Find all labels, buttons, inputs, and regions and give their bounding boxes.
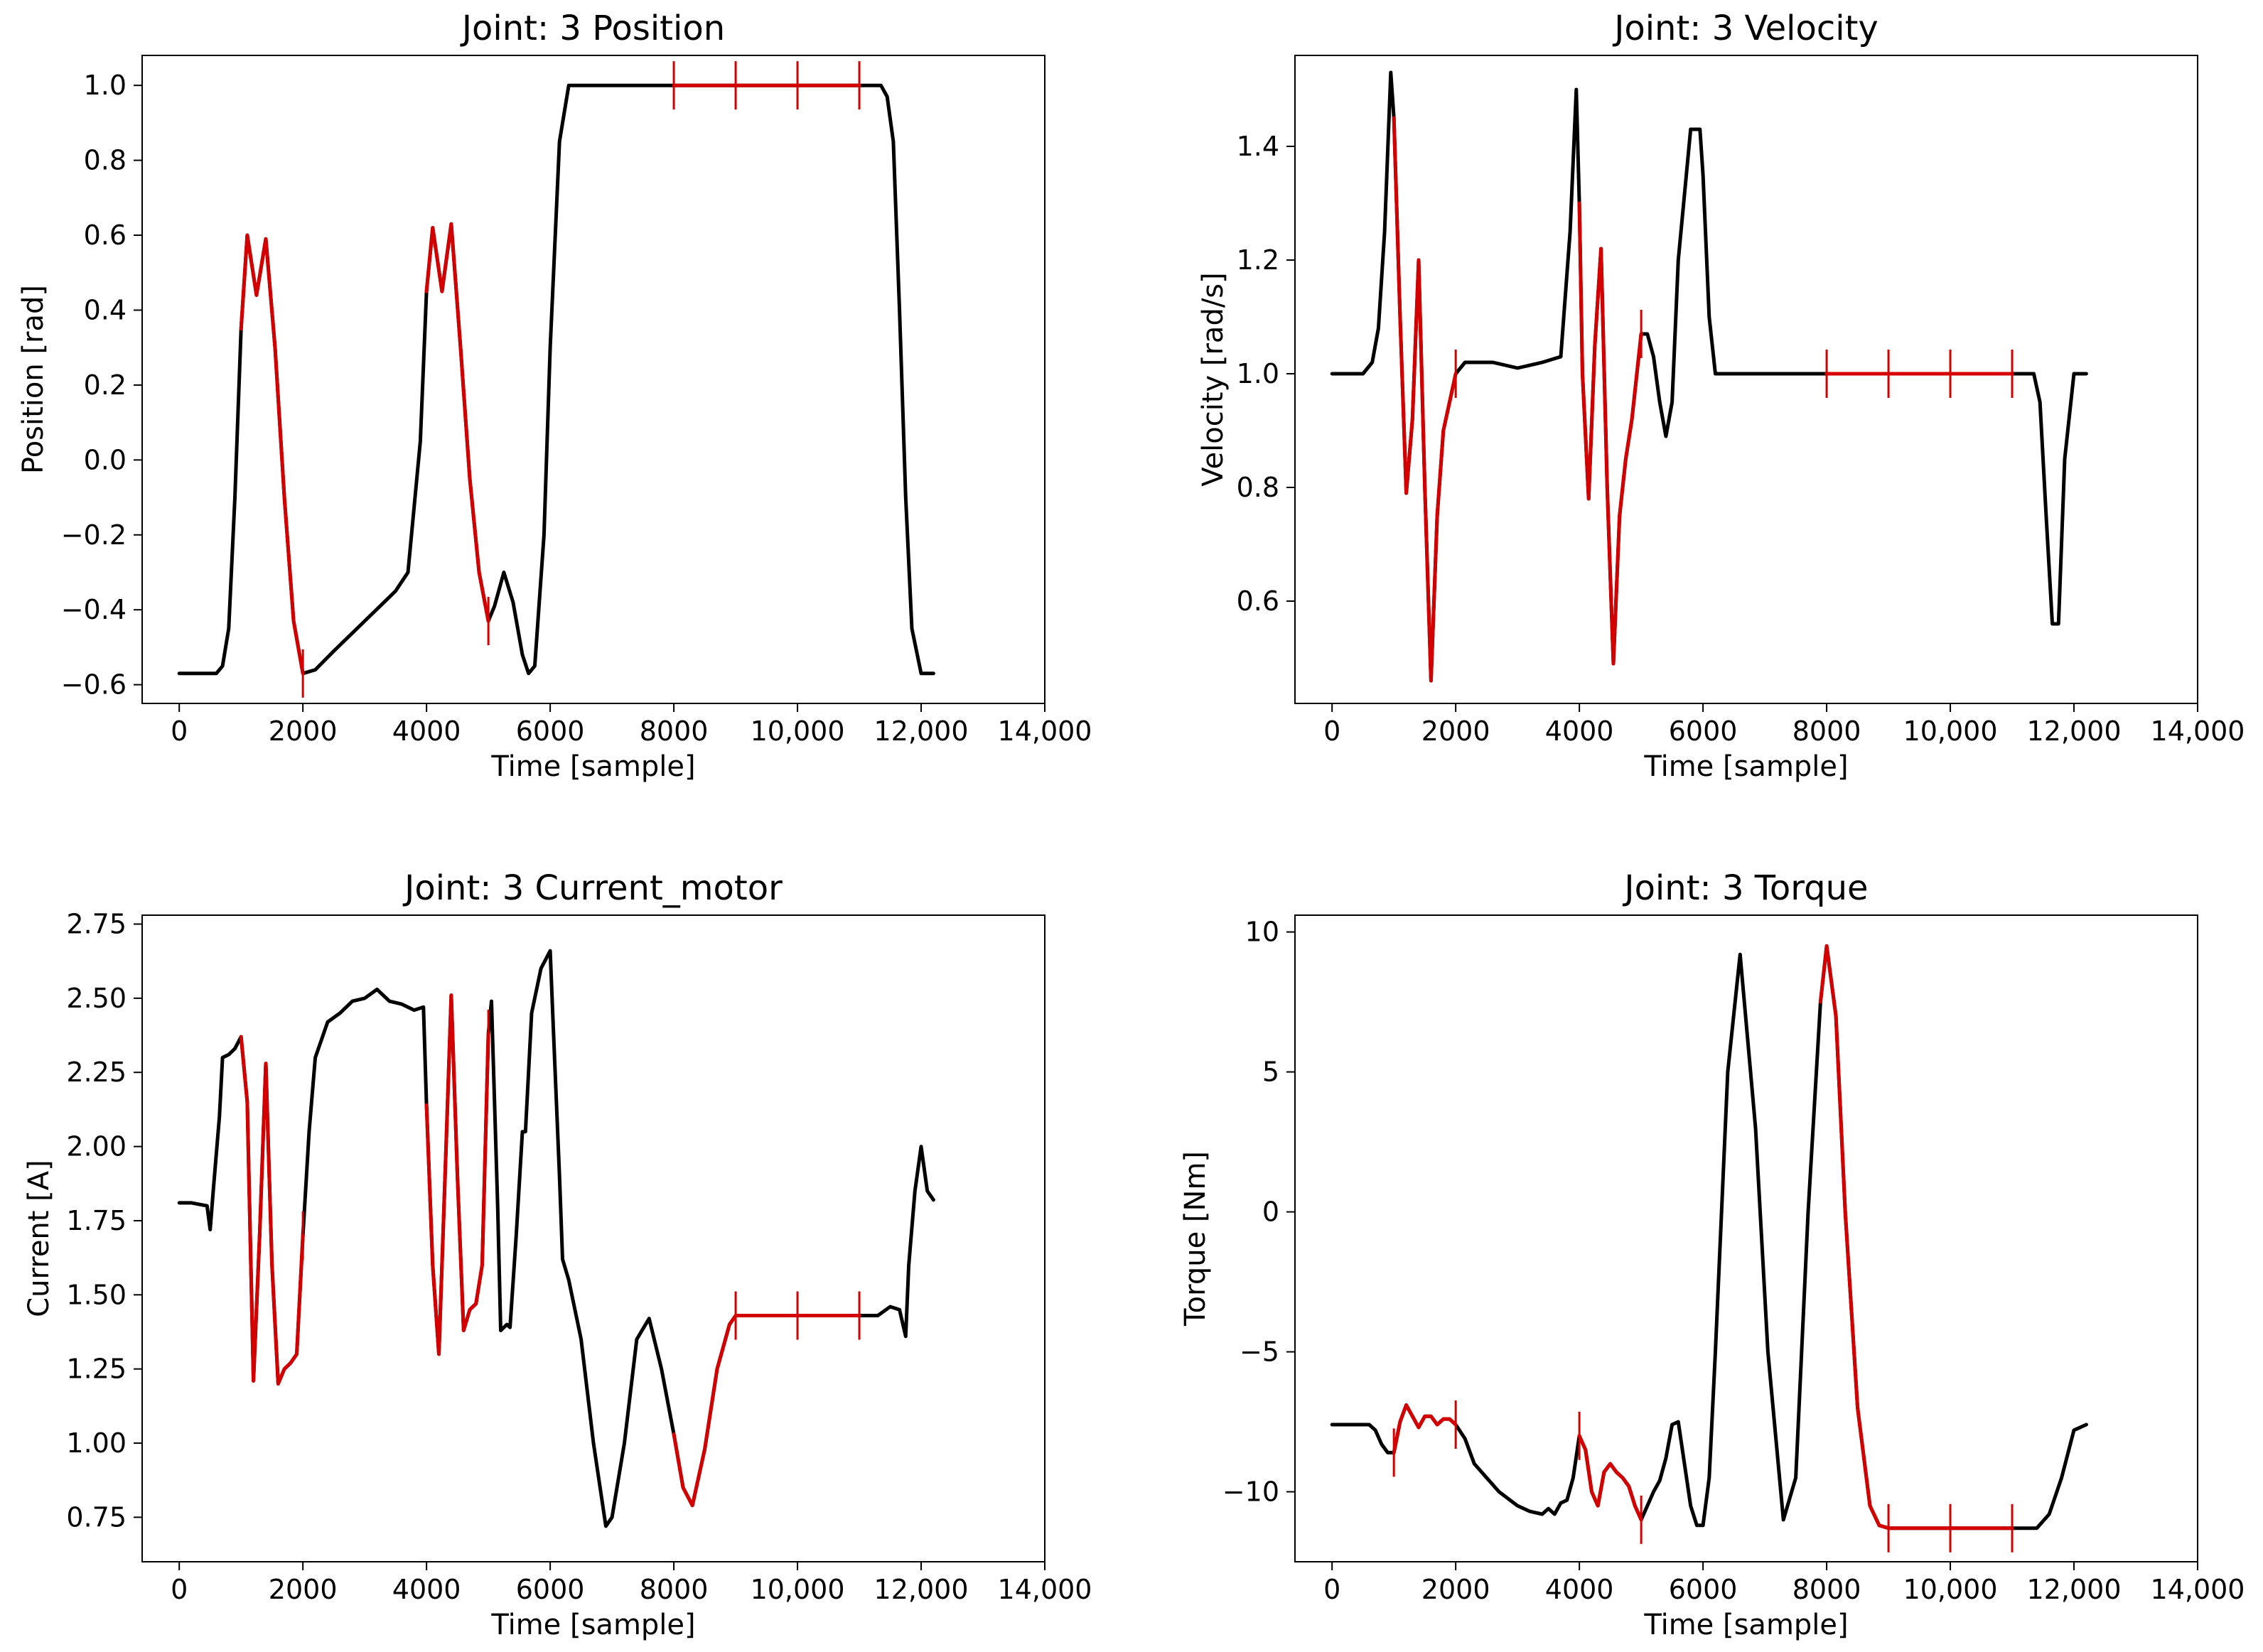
plot-area [1330, 70, 2088, 683]
y-tick-label: 1.2 [1237, 244, 1279, 276]
x-tick-label: 12,000 [2027, 716, 2122, 747]
y-tick-label: 1.0 [84, 70, 127, 101]
y-tick-label: 0.6 [84, 220, 127, 251]
x-tick-label: 6000 [516, 716, 585, 747]
x-tick-label: 4000 [392, 716, 461, 747]
chart-title: Joint: 3 Velocity [1612, 9, 1878, 48]
x-tick-label: 12,000 [874, 1574, 969, 1605]
highlight-segment [424, 222, 490, 623]
x-axis-label: Time [sample] [1643, 750, 1848, 783]
y-tick-label: 1.25 [66, 1354, 127, 1385]
x-tick-label: 14,000 [2151, 716, 2245, 747]
x-axis-label: Time [sample] [1643, 1609, 1848, 1641]
y-tick-label: −0.4 [61, 594, 127, 625]
x-tick-label: 8000 [640, 1574, 709, 1605]
x-tick-label: 2000 [1421, 716, 1490, 747]
y-tick-label: 0.8 [1237, 472, 1279, 503]
y-tick-label: 5 [1262, 1057, 1279, 1088]
x-tick-label: 6000 [1669, 1574, 1738, 1605]
y-axis-label: Current [A] [23, 1160, 55, 1317]
x-axis-label: Time [sample] [490, 1609, 695, 1641]
y-axis-label: Torque [Nm] [1179, 1151, 1212, 1327]
y-axis-label: Position [rad] [17, 285, 50, 474]
x-tick-label: 2000 [1421, 1574, 1490, 1605]
x-tick-label: 2000 [269, 1574, 338, 1605]
highlight-segment [239, 233, 305, 676]
y-tick-label: 2.50 [66, 983, 127, 1014]
x-tick-label: 4000 [1545, 1574, 1614, 1605]
y-tick-label: −0.2 [61, 519, 127, 551]
y-tick-label: 1.50 [66, 1279, 127, 1310]
plot-frame [141, 55, 1046, 704]
chart-title: Joint: 3 Position [460, 9, 725, 48]
y-tick-label: 2.00 [66, 1131, 127, 1162]
x-tick-label: 10,000 [751, 1574, 845, 1605]
highlight-segment [1818, 944, 2014, 1530]
velocity-chart: Joint: 3 Velocity Time [sample] Velocity… [1197, 9, 2245, 783]
x-tick-label: 8000 [640, 716, 709, 747]
x-tick-label: 14,000 [2151, 1574, 2245, 1605]
x-tick-label: 10,000 [1903, 1574, 1998, 1605]
x-tick-label: 0 [1323, 716, 1340, 747]
series-line [177, 949, 935, 1528]
y-tick-label: 2.75 [66, 909, 127, 940]
x-tick-label: 0 [1323, 1574, 1340, 1605]
y-tick-label: 0.8 [84, 145, 127, 176]
x-tick-label: 0 [171, 1574, 188, 1605]
y-tick-label: 0.2 [84, 369, 127, 401]
y-tick-label: 0 [1262, 1197, 1279, 1228]
chart-title: Joint: 3 Current_motor [402, 868, 783, 908]
x-tick-label: 4000 [1545, 716, 1614, 747]
y-tick-label: 1.0 [1237, 358, 1279, 389]
current-motor-chart: Joint: 3 Current_motor Time [sample] Cur… [23, 868, 1092, 1641]
chart-title: Joint: 3 Torque [1622, 868, 1868, 908]
plot-area [177, 949, 935, 1528]
series-line [1330, 944, 2088, 1530]
y-tick-label: 0.4 [84, 294, 127, 325]
x-tick-label: 0 [171, 716, 188, 747]
y-tick-label: −5 [1240, 1337, 1279, 1368]
x-tick-label: 14,000 [998, 716, 1092, 747]
highlight-segment [1577, 1434, 1643, 1522]
x-tick-label: 12,000 [874, 716, 969, 747]
y-tick-label: −0.6 [61, 669, 127, 701]
y-tick-label: 10 [1245, 917, 1279, 948]
x-tick-label: 4000 [392, 1574, 461, 1605]
highlight-segment [1392, 116, 1458, 683]
position-chart: Joint: 3 Position Time [sample] Position… [17, 9, 1092, 783]
plot-area [1330, 944, 2088, 1530]
x-tick-label: 8000 [1792, 716, 1861, 747]
plot-frame [141, 914, 1046, 1562]
y-tick-label: 0.75 [66, 1501, 127, 1533]
x-tick-label: 6000 [516, 1574, 585, 1605]
series-line [1330, 70, 2088, 683]
x-tick-label: 6000 [1669, 716, 1738, 747]
y-tick-label: 2.25 [66, 1057, 127, 1088]
highlight-segment [239, 1035, 305, 1386]
plot-frame [1294, 55, 2198, 704]
x-axis-label: Time [sample] [490, 750, 695, 783]
y-tick-label: 1.00 [66, 1427, 127, 1459]
x-tick-label: 10,000 [1903, 716, 1998, 747]
highlight-segment [672, 1314, 861, 1508]
x-tick-label: 12,000 [2027, 1574, 2122, 1605]
highlight-segment [1392, 1403, 1458, 1454]
y-tick-label: 1.4 [1237, 131, 1279, 162]
x-tick-label: 14,000 [998, 1574, 1092, 1605]
x-tick-label: 10,000 [751, 716, 845, 747]
y-tick-label: −10 [1222, 1476, 1279, 1508]
torque-chart: Joint: 3 Torque Time [sample] Torque [Nm… [1179, 868, 2245, 1641]
y-axis-label: Velocity [rad/s] [1197, 272, 1230, 487]
highlight-segment [1577, 201, 1643, 666]
x-tick-label: 2000 [269, 716, 338, 747]
x-tick-label: 8000 [1792, 1574, 1861, 1605]
plot-frame [1294, 914, 2198, 1562]
y-tick-label: 0.0 [84, 444, 127, 475]
highlight-segment [424, 993, 490, 1356]
y-tick-label: 1.75 [66, 1205, 127, 1236]
plot-area [177, 83, 935, 676]
y-tick-label: 0.6 [1237, 585, 1279, 617]
